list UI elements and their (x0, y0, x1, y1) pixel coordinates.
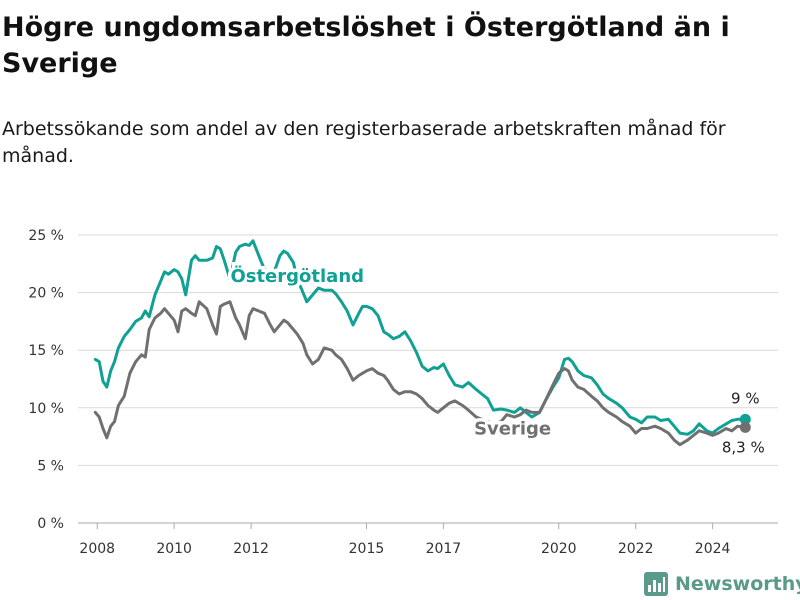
axes: 0 % 5 % 10 % 15 % 20 % 25 % 2008 2010 2012 2015 20… (28, 228, 730, 557)
series-name-label-ostergotland: Östergötland (230, 265, 364, 287)
y-tick-label: 10 % (28, 401, 64, 417)
y-tick-label: 0 % (37, 516, 64, 532)
x-tick-label: 2024 (695, 541, 731, 557)
end-value-label-sverige: 8,3 % (722, 438, 765, 456)
x-tick-label: 2022 (618, 541, 654, 557)
chart-title: Högre ungdomsarbetslöshet i Östergötland… (2, 12, 730, 79)
end-point-ostergotland (739, 413, 751, 425)
y-tick-label: 5 % (37, 458, 64, 474)
end-point-sverige (739, 421, 751, 433)
series-name-label-sverige: Sverige (474, 418, 551, 439)
y-tick-label: 25 % (28, 228, 64, 244)
bar-chart-logo-icon (644, 572, 668, 596)
x-tick-label: 2010 (156, 541, 192, 557)
x-tick-label: 2012 (233, 541, 269, 557)
y-tick-label: 15 % (28, 343, 64, 359)
x-tick-label: 2008 (79, 541, 115, 557)
y-tick-label: 20 % (28, 286, 64, 302)
series-lines (93, 239, 751, 447)
x-tick-label: 2017 (426, 541, 462, 557)
x-tick-label: 2015 (349, 541, 385, 557)
x-tick-label: 2020 (541, 541, 577, 557)
newsworthy-logo: Newsworthy (644, 570, 800, 598)
series-line-sverige (93, 300, 747, 447)
series-line-ostergotland (93, 239, 747, 436)
brand-name: Newsworthy (675, 573, 800, 595)
end-value-label-ostergotland: 9 % (731, 389, 760, 407)
series-labels: 9 % Östergötland 8,3 % Sverige (227, 262, 765, 457)
gridlines (78, 234, 778, 524)
chart-subtitle: Arbetssökande som andel av den registerb… (2, 118, 726, 167)
